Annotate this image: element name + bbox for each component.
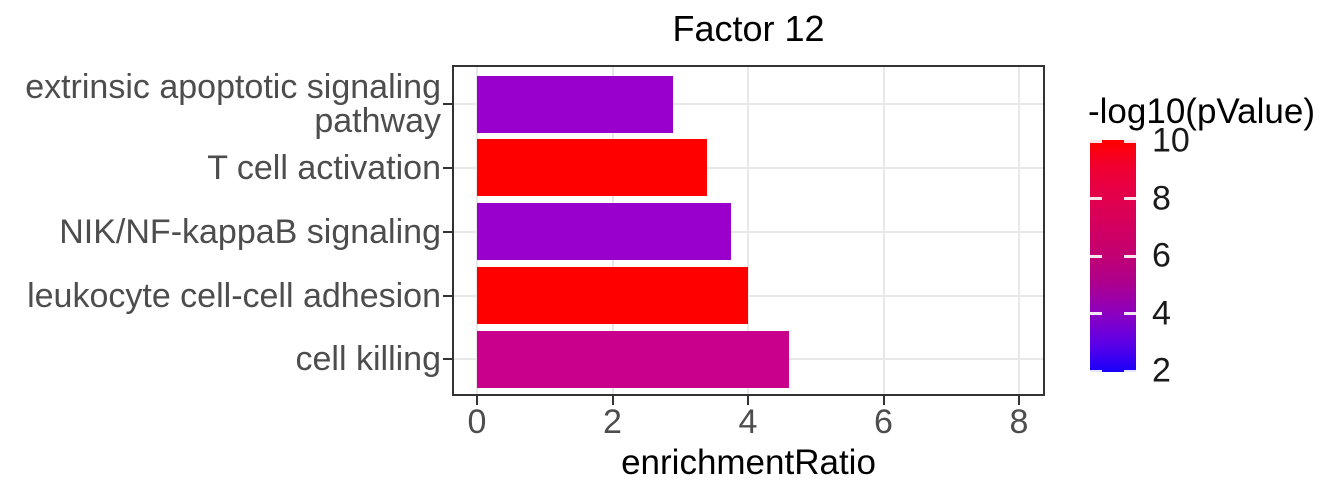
gridline-y-row3	[454, 230, 1043, 233]
x-tick-label-6: 6	[874, 403, 893, 441]
y-tick-mark-row2	[443, 166, 452, 169]
y-category-label: leukocyte cell-cell adhesion	[27, 276, 441, 315]
colorbar-tick-6	[1090, 254, 1102, 258]
legend-label-8: 8	[1152, 179, 1171, 217]
gridline-y-row2	[454, 166, 1043, 169]
y-category-label: NIK/NF-kappaB signaling	[59, 212, 441, 251]
legend-label-6: 6	[1152, 236, 1171, 275]
colorbar-gradient	[1090, 139, 1136, 373]
colorbar-tick-4	[1090, 312, 1102, 315]
gridline-y-row4	[454, 294, 1043, 297]
y-tick-mark-row4	[443, 294, 452, 297]
colorbar-tick-6	[1124, 254, 1136, 258]
colorbar-tick-2	[1090, 369, 1102, 373]
y-tick-mark-row1	[443, 103, 452, 105]
x-tick-label-4: 4	[738, 403, 758, 441]
colorbar-tick-2	[1124, 369, 1136, 373]
x-tick-label-0: 0	[467, 403, 487, 441]
colorbar-tick-8	[1124, 197, 1136, 200]
chart-title: Factor 12	[672, 8, 825, 49]
y-tick-mark-row5	[443, 358, 452, 361]
legend-title: -log10(pValue)	[1088, 92, 1315, 131]
gridline-x-4	[747, 67, 749, 394]
colorbar-tick-4	[1124, 312, 1136, 315]
gridline-x-8	[1018, 67, 1020, 394]
y-category-label: cell killing	[295, 340, 442, 379]
plot-panel	[452, 65, 1045, 396]
colorbar-tick-10	[1124, 139, 1136, 143]
x-tick-mark-8	[1018, 396, 1020, 405]
y-tick-mark-row3	[443, 230, 452, 233]
y-category-label: T cell activation	[207, 148, 441, 187]
x-tick-label-8: 8	[1009, 403, 1029, 441]
y-category-label: extrinsic apoptotic signaling pathway	[25, 68, 441, 140]
legend-label-10: 10	[1152, 121, 1190, 160]
x-tick-mark-0	[476, 396, 478, 405]
bar-3	[477, 203, 732, 261]
legend-label-4: 4	[1152, 294, 1171, 332]
x-tick-mark-6	[882, 396, 885, 405]
colorbar-tick-8	[1090, 197, 1102, 200]
bar-1	[477, 75, 674, 133]
colorbar-tick-10	[1090, 139, 1102, 143]
legend-label-2: 2	[1152, 351, 1171, 390]
bar-5	[477, 330, 789, 388]
x-axis-title: enrichmentRatio	[621, 443, 876, 482]
x-tick-mark-4	[747, 396, 749, 405]
gridline-x-6	[882, 67, 885, 394]
x-tick-mark-2	[611, 396, 614, 405]
bar-2	[477, 139, 708, 197]
x-tick-label-2: 2	[603, 403, 622, 441]
gridline-y-row1	[454, 103, 1043, 105]
bar-4	[477, 267, 748, 325]
